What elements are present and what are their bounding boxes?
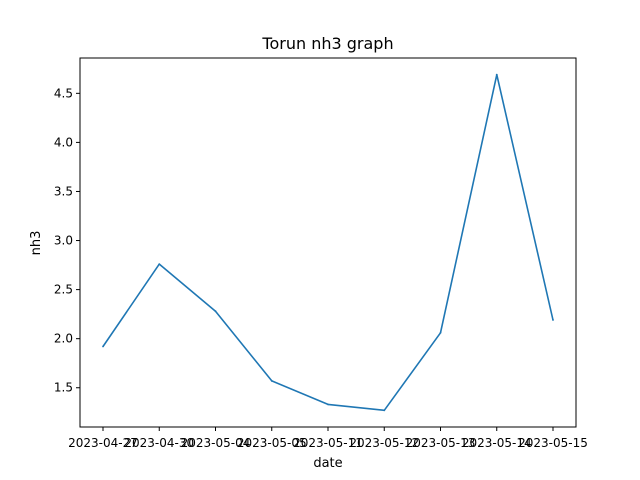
- data-point: [439, 331, 442, 334]
- data-point: [214, 310, 217, 313]
- x-tick-label: 2023-05-13: [406, 436, 476, 450]
- data-point: [158, 263, 161, 265]
- series-layer: [102, 73, 554, 412]
- x-tick-label: 2023-05-14: [462, 436, 532, 450]
- y-tick-label: 2.0: [54, 332, 73, 346]
- y-tick-label: 2.5: [54, 283, 73, 297]
- x-tick-label: 2023-05-11: [293, 436, 363, 450]
- x-tick-label: 2023-04-27: [68, 436, 138, 450]
- y-axis-label: nh3: [29, 231, 44, 256]
- y-axis: 1.5 2.0 2.5 3.0 3.5 4.0 4.5: [54, 86, 80, 395]
- x-axis: 2023-04-272023-04-302023-05-042023-05-05…: [68, 427, 588, 450]
- x-tick-label: 2023-05-15: [518, 436, 588, 450]
- x-tick-label: 2023-05-05: [237, 436, 307, 450]
- y-tick-label: 3.5: [54, 184, 73, 198]
- data-point: [383, 409, 386, 412]
- chart-title: Torun nh3 graph: [261, 34, 393, 53]
- x-axis-label: date: [313, 456, 342, 471]
- data-point: [102, 345, 104, 348]
- data-point: [552, 319, 554, 321]
- x-tick-label: 2023-04-30: [124, 436, 194, 450]
- x-tick-label: 2023-05-04: [181, 436, 251, 450]
- y-tick-label: 1.5: [54, 381, 73, 395]
- y-tick-label: 4.5: [54, 86, 73, 100]
- x-tick-label: 2023-05-12: [349, 436, 419, 450]
- data-point: [270, 379, 273, 382]
- y-tick-label: 3.0: [54, 234, 73, 248]
- data-point: [327, 403, 329, 406]
- y-tick-label: 4.0: [54, 135, 73, 149]
- data-point: [495, 73, 498, 76]
